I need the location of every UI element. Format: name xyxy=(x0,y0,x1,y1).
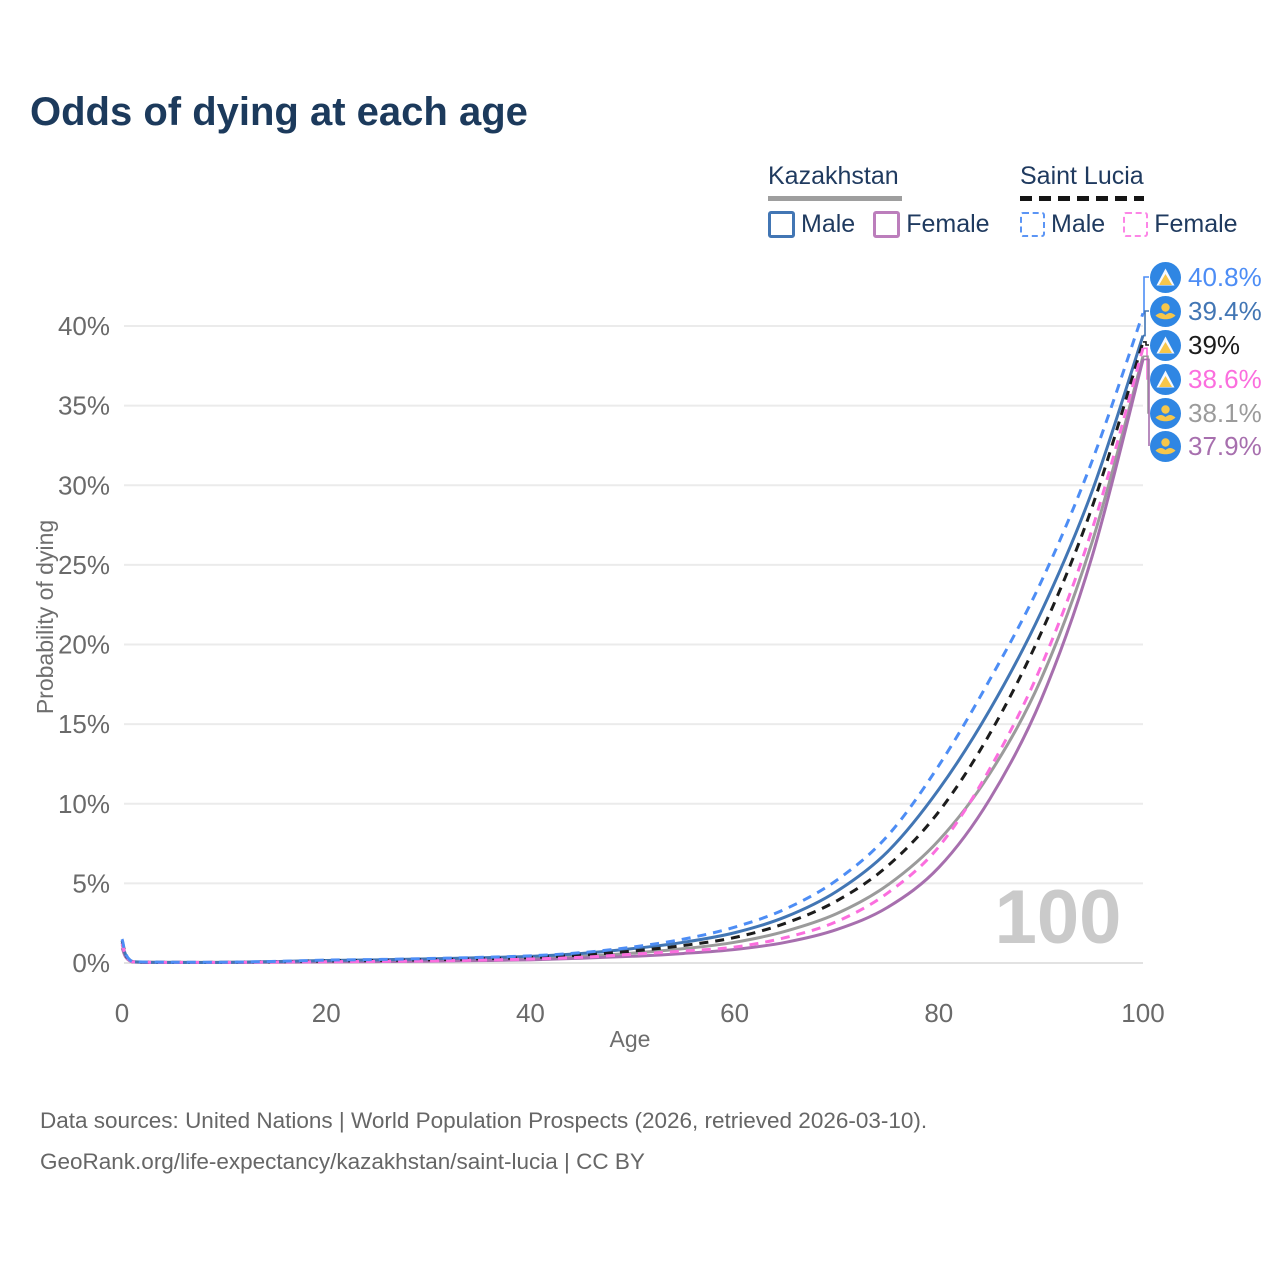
data-source-line: Data sources: United Nations | World Pop… xyxy=(40,1108,928,1133)
end-value: 37.9% xyxy=(1188,430,1262,461)
kazakhstan-flag-icon xyxy=(1150,397,1181,429)
legend-toggle-saint-lucia-female[interactable]: Female xyxy=(1123,210,1238,239)
legend-toggle-kazakhstan-female[interactable]: Female xyxy=(873,210,990,239)
y-axis-title: Probability of dying xyxy=(32,519,58,715)
y-axis-tick-labels: 0% 5% 10% 15% 20% 25% 30% 35% 40% xyxy=(58,311,110,978)
series-line-sl-female xyxy=(120,347,1145,964)
end-label-saint-lucia-total: 39% xyxy=(1150,328,1240,362)
gridlines xyxy=(124,325,1143,964)
kazakhstan-flag-icon xyxy=(1150,430,1181,462)
saint-lucia-female-checkbox[interactable] xyxy=(1123,212,1149,237)
legend-label-kazakhstan-male: Male xyxy=(801,210,856,238)
x-tick-60: 60 xyxy=(720,998,749,1028)
series-line-kz-male xyxy=(120,335,1145,964)
legend-label-saint-lucia-female: Female xyxy=(1154,210,1238,238)
y-tick-20%: 20% xyxy=(58,630,110,660)
end-label-kazakhstan-total: 38.1% xyxy=(1150,396,1262,430)
leader-line-kz-female xyxy=(1143,358,1150,446)
page-title: Odds of dying at each age xyxy=(30,90,528,134)
saint-lucia-flag-icon xyxy=(1150,261,1181,293)
y-tick-35%: 35% xyxy=(58,391,110,421)
end-label-saint-lucia-male: 40.8% xyxy=(1150,260,1262,294)
end-value: 39% xyxy=(1188,329,1241,360)
end-label-kazakhstan-male: 39.4% xyxy=(1150,294,1262,328)
y-tick-25%: 25% xyxy=(58,550,110,580)
kazakhstan-line-style-sample xyxy=(768,196,902,201)
leader-line-sl-male xyxy=(1143,276,1149,315)
y-tick-15%: 15% xyxy=(58,709,110,739)
series-curves xyxy=(120,312,1145,964)
saint-lucia-male-checkbox[interactable] xyxy=(1020,212,1045,237)
x-axis-tick-labels: 0 20 40 60 80 100 xyxy=(115,998,1165,1028)
series-line-sl-male xyxy=(120,312,1145,964)
series-line-kz-female xyxy=(120,359,1145,964)
y-tick-0%: 0% xyxy=(72,948,110,978)
series-line-sl-total xyxy=(120,341,1145,964)
legend-title-kazakhstan[interactable]: Kazakhstan xyxy=(768,162,899,190)
y-tick-10%: 10% xyxy=(58,789,110,819)
leader-line-kz-male xyxy=(1143,310,1149,337)
kazakhstan-flag-icon xyxy=(1150,295,1181,327)
y-tick-30%: 30% xyxy=(58,470,110,500)
legend-toggle-saint-lucia-male[interactable]: Male xyxy=(1020,210,1105,239)
x-tick-80: 80 xyxy=(924,998,953,1028)
hovered-age-watermark: 100 xyxy=(995,875,1122,960)
saint-lucia-flag-icon xyxy=(1150,363,1181,395)
end-label-kazakhstan-female: 37.9% xyxy=(1150,429,1262,463)
end-value: 40.8% xyxy=(1188,261,1262,292)
legend-group-kazakhstan: Kazakhstan Male Female xyxy=(768,162,990,239)
legend-label-kazakhstan-female: Female xyxy=(906,210,990,238)
x-axis-title: Age xyxy=(609,1026,651,1052)
x-tick-20: 20 xyxy=(312,998,341,1028)
saint-lucia-flag-icon xyxy=(1150,329,1181,361)
kazakhstan-male-checkbox[interactable] xyxy=(768,211,795,238)
y-tick-5%: 5% xyxy=(72,868,110,898)
legend-title-saint-lucia[interactable]: Saint Lucia xyxy=(1020,162,1144,190)
x-tick-0: 0 xyxy=(115,998,129,1028)
end-value: 38.6% xyxy=(1188,363,1262,394)
kazakhstan-female-checkbox[interactable] xyxy=(873,211,901,238)
x-tick-100: 100 xyxy=(1121,998,1164,1028)
end-label-leader-lines xyxy=(1143,276,1150,446)
legend-toggle-kazakhstan-male[interactable]: Male xyxy=(768,210,855,239)
leader-line-sl-total xyxy=(1143,341,1149,346)
saint-lucia-line-style-sample xyxy=(1020,196,1144,201)
x-tick-40: 40 xyxy=(516,998,545,1028)
series-line-kz-total xyxy=(120,355,1145,964)
end-value: 38.1% xyxy=(1188,397,1262,428)
legend-label-saint-lucia-male: Male xyxy=(1051,210,1106,238)
end-value: 39.4% xyxy=(1188,295,1262,326)
y-tick-40%: 40% xyxy=(58,311,110,341)
leader-line-kz-total xyxy=(1143,355,1149,414)
legend-group-saint-lucia: Saint Lucia Male Female xyxy=(1020,162,1238,239)
attribution-line: GeoRank.org/life-expectancy/kazakhstan/s… xyxy=(40,1149,645,1174)
end-label-saint-lucia-female: 38.6% xyxy=(1150,362,1262,396)
